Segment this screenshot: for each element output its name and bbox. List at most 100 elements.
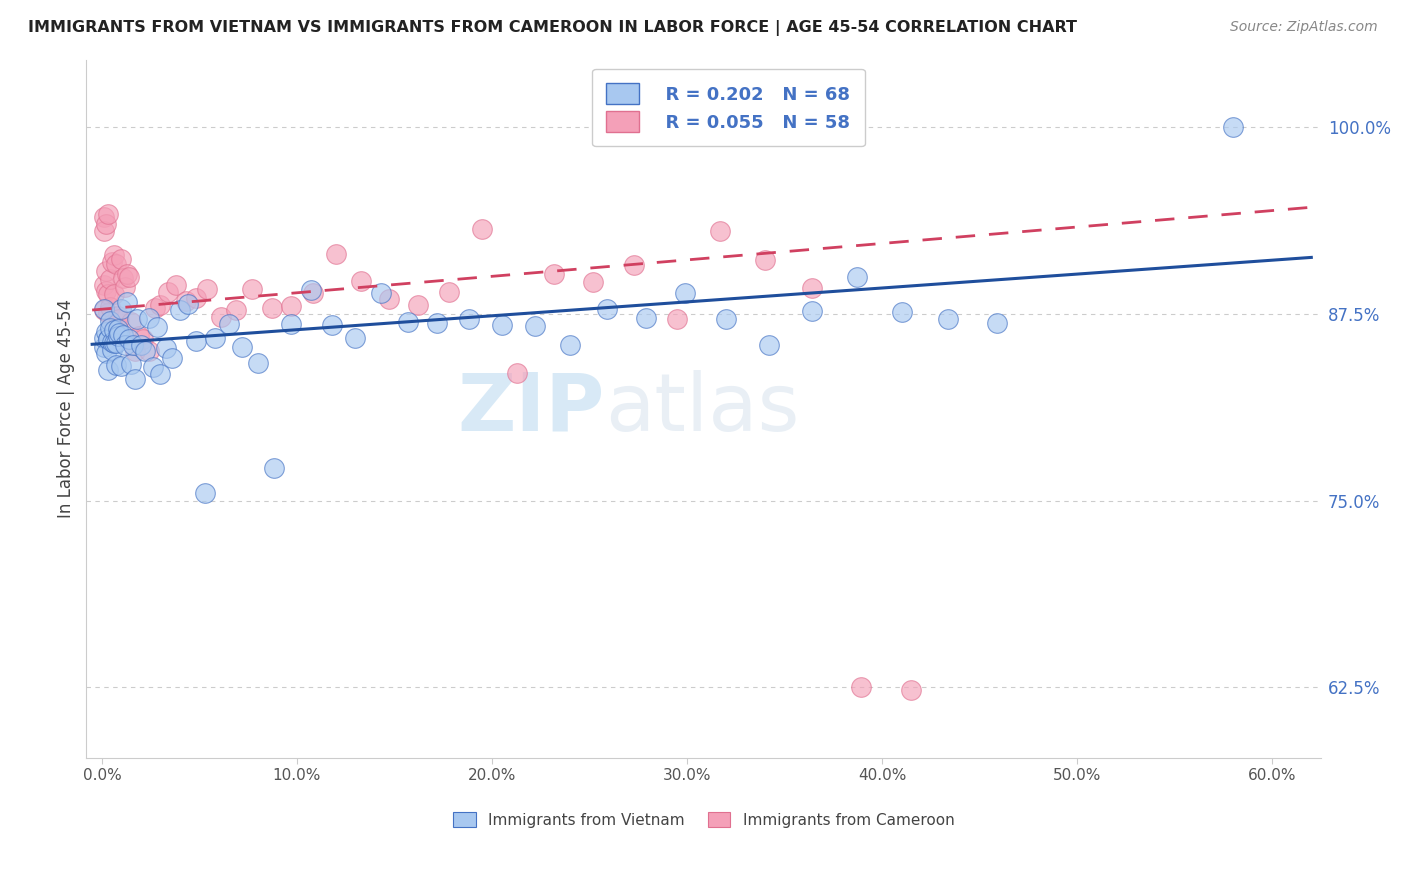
Point xyxy=(558,338,581,352)
Point xyxy=(93,302,115,317)
Point xyxy=(845,269,868,284)
Point xyxy=(344,331,367,345)
Point xyxy=(107,321,129,335)
Point xyxy=(94,346,117,360)
Point xyxy=(112,328,135,343)
Point xyxy=(129,338,152,352)
Point xyxy=(132,332,155,346)
Point xyxy=(890,305,912,319)
Point xyxy=(124,343,146,358)
Point xyxy=(900,683,922,698)
Point xyxy=(117,267,139,281)
Point xyxy=(94,325,117,339)
Point xyxy=(117,294,139,309)
Point xyxy=(1222,120,1244,134)
Point xyxy=(506,367,529,381)
Point xyxy=(160,351,183,365)
Point xyxy=(107,329,129,343)
Point xyxy=(849,681,872,695)
Point xyxy=(623,258,645,272)
Point xyxy=(97,306,120,320)
Point xyxy=(118,269,141,284)
Text: IMMIGRANTS FROM VIETNAM VS IMMIGRANTS FROM CAMEROON IN LABOR FORCE | AGE 45-54 C: IMMIGRANTS FROM VIETNAM VS IMMIGRANTS FR… xyxy=(28,20,1077,36)
Point xyxy=(110,301,132,316)
Point xyxy=(98,271,121,285)
Point xyxy=(169,302,191,317)
Point xyxy=(457,312,479,326)
Point xyxy=(125,311,148,326)
Point xyxy=(97,287,120,301)
Point xyxy=(406,298,429,312)
Point xyxy=(491,318,513,332)
Point xyxy=(231,340,253,354)
Point xyxy=(225,302,247,317)
Point xyxy=(218,317,240,331)
Point xyxy=(350,274,373,288)
Point xyxy=(100,317,122,331)
Point xyxy=(709,224,731,238)
Point xyxy=(177,297,200,311)
Point xyxy=(100,334,122,349)
Point xyxy=(673,286,696,301)
Point xyxy=(280,298,302,312)
Point xyxy=(758,338,780,352)
Point xyxy=(437,285,460,300)
Point xyxy=(426,316,449,330)
Point xyxy=(209,310,232,325)
Point xyxy=(94,217,117,231)
Point xyxy=(97,332,120,346)
Point xyxy=(149,367,172,381)
Point xyxy=(165,278,187,293)
Point xyxy=(370,286,392,301)
Point xyxy=(114,338,136,352)
Point xyxy=(98,313,121,327)
Point xyxy=(246,356,269,370)
Point xyxy=(120,357,142,371)
Point xyxy=(118,332,141,346)
Point xyxy=(666,311,689,326)
Point xyxy=(94,264,117,278)
Point xyxy=(103,336,125,351)
Point xyxy=(301,285,323,300)
Point xyxy=(138,343,160,358)
Point xyxy=(103,287,125,301)
Point xyxy=(938,312,960,326)
Point xyxy=(145,320,167,334)
Point xyxy=(97,332,120,346)
Point xyxy=(754,253,776,268)
Point xyxy=(93,277,115,292)
Point xyxy=(110,252,132,266)
Point xyxy=(100,343,122,357)
Point xyxy=(143,301,166,316)
Point xyxy=(104,358,127,372)
Point xyxy=(377,292,399,306)
Point xyxy=(325,247,347,261)
Point xyxy=(194,486,217,500)
Y-axis label: In Labor Force | Age 45-54: In Labor Force | Age 45-54 xyxy=(58,299,75,518)
Point xyxy=(155,341,177,355)
Point xyxy=(174,294,197,309)
Point xyxy=(260,301,283,316)
Point xyxy=(100,254,122,268)
Point xyxy=(142,359,165,374)
Point xyxy=(184,291,207,305)
Point xyxy=(396,315,419,329)
Point xyxy=(103,248,125,262)
Point xyxy=(104,335,127,350)
Point xyxy=(157,285,180,299)
Point xyxy=(97,207,120,221)
Point xyxy=(523,319,546,334)
Point xyxy=(122,338,145,352)
Point xyxy=(714,312,737,326)
Point xyxy=(93,210,115,224)
Point xyxy=(98,321,121,335)
Point xyxy=(596,301,619,316)
Point xyxy=(97,363,120,377)
Point xyxy=(107,309,129,323)
Point xyxy=(149,298,172,312)
Point xyxy=(195,282,218,296)
Point xyxy=(636,310,658,325)
Point xyxy=(134,343,156,358)
Point xyxy=(204,330,226,344)
Point xyxy=(280,318,302,332)
